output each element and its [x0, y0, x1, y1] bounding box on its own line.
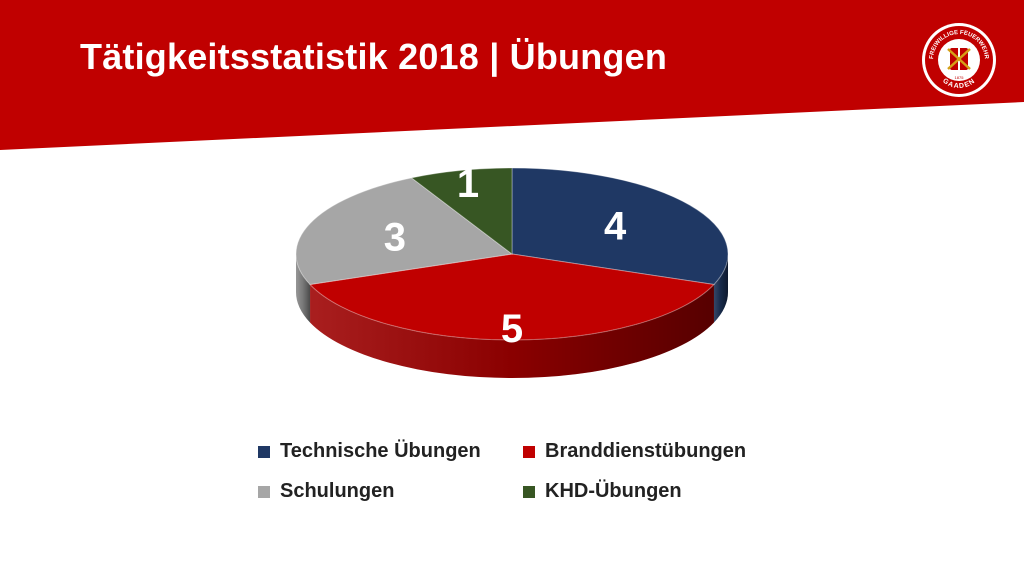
legend-item-schulungen: Schulungen: [258, 480, 394, 503]
data-label-khd-uebungen: 1: [457, 162, 479, 206]
page-title: Tätigkeitsstatistik 2018 | Übungen: [80, 36, 668, 77]
legend-swatch: [523, 445, 535, 458]
legend-item-branddienstuebungen: Branddienstübungen: [523, 440, 746, 463]
legend-swatch: [523, 485, 535, 498]
data-label-technische-uebungen: 4: [604, 205, 627, 249]
data-label-schulungen: 3: [384, 215, 406, 259]
legend-label: KHD-Übungen: [545, 480, 682, 502]
pie-slice-khd-uebungen: [410, 167, 513, 256]
pie-slice-schulungen: [295, 177, 514, 286]
pie-slice-technische-uebungen: [511, 167, 729, 286]
legend-swatch: [258, 445, 270, 458]
legend-item-technische-uebungen: Technische Übungen: [258, 440, 481, 463]
pie-slice-branddienstuebungen: [309, 253, 715, 341]
data-label-branddienstuebungen: 5: [501, 307, 523, 351]
legend-item-khd-uebungen: KHD-Übungen: [523, 480, 682, 503]
legend-swatch: [258, 485, 270, 498]
legend-label: Technische Übungen: [280, 440, 481, 462]
fire-department-badge-icon: [947, 48, 971, 70]
header-banner: [0, 0, 1024, 150]
logo-year: 1875: [955, 75, 965, 80]
pie-side-shade-technische-uebungen: [713, 254, 728, 323]
pie-data-labels: 4 5 3 1: [384, 162, 627, 351]
pie-side-shade-branddienstuebungen: [310, 284, 714, 378]
pie-side-shade-schulungen: [296, 254, 311, 323]
pie-sides: [296, 254, 728, 378]
pie-slices: [295, 167, 729, 341]
fire-department-logo: FREIWILLIGE FEUERWEHR GAADEN 1875: [922, 23, 996, 97]
legend-label: Branddienstübungen: [545, 440, 747, 462]
banner-shape: [0, 0, 1024, 150]
legend-label: Schulungen: [280, 480, 395, 502]
